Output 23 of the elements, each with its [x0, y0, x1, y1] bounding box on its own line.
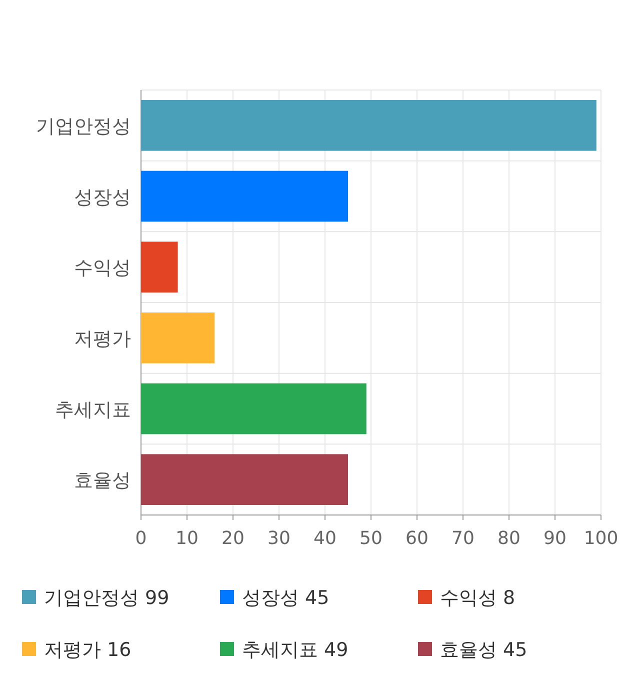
x-tick-label: 40 — [314, 528, 336, 549]
legend-label: 추세지표 49 — [242, 639, 348, 661]
x-tick-label: 10 — [176, 528, 198, 549]
legend-label: 저평가 16 — [44, 639, 132, 661]
y-tick-label: 수익성 — [74, 257, 131, 280]
x-tick-label: 90 — [544, 528, 566, 549]
legend-label: 기업안정성 99 — [44, 587, 170, 609]
y-tick-label: 저평가 — [74, 328, 131, 350]
x-tick-label: 30 — [268, 528, 290, 549]
x-tick-label: 100 — [584, 528, 618, 549]
x-tick-label: 80 — [498, 528, 520, 549]
legend-label: 수익성 8 — [440, 587, 516, 609]
y-tick-label: 효율성 — [74, 470, 131, 492]
x-tick-label: 20 — [222, 528, 244, 549]
x-tick-label: 0 — [135, 528, 147, 549]
x-tick-label: 50 — [360, 528, 382, 549]
x-tick-label: 70 — [452, 528, 474, 549]
y-tick-label: 추세지표 — [55, 398, 131, 421]
legend-label: 효율성 45 — [440, 639, 528, 661]
legend-label: 성장성 45 — [242, 587, 330, 609]
y-tick-label: 기업안정성 — [36, 115, 131, 138]
x-tick-label: 60 — [406, 528, 428, 549]
y-tick-label: 성장성 — [74, 186, 131, 208]
